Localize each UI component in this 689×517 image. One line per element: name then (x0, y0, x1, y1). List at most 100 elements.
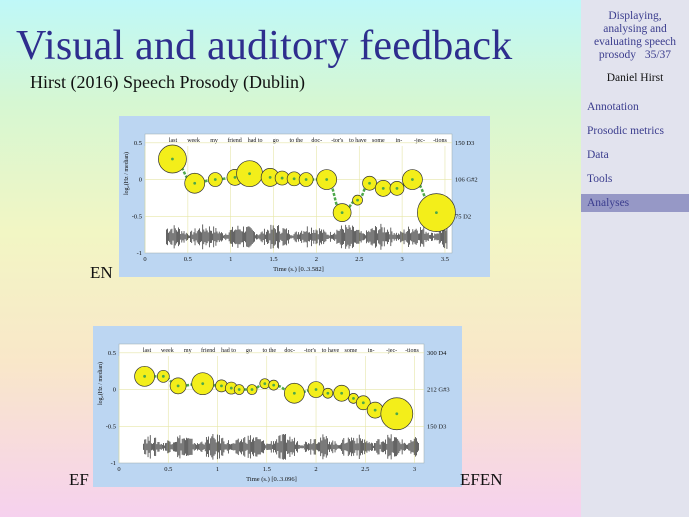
syllable-center-point (280, 176, 284, 180)
pitch-reference-label: 75 D2 (455, 213, 471, 220)
syllable-center-point (381, 186, 385, 190)
waveform (166, 223, 448, 250)
syllable-label: -tions (433, 138, 447, 144)
syllable-label: in- (396, 138, 403, 144)
syllable-label: to have (349, 138, 367, 144)
label-en: EN (90, 263, 113, 282)
x-tick-label: 2 (314, 466, 317, 473)
syllable-center-point (361, 401, 365, 405)
y-tick-label: -0.5 (132, 213, 142, 220)
slide-title: Visual and auditory feedback (16, 23, 513, 69)
x-tick-label: 2 (315, 256, 318, 263)
y-axis-label: log₂(Hz / median) (97, 362, 104, 405)
syllable-label: to the (263, 348, 277, 354)
syllable-center-point (373, 408, 377, 412)
syllable-label: doc- (284, 348, 295, 354)
presentation-title-line-2: analysing and (603, 23, 667, 35)
sidebar-item-prosodic-metrics[interactable]: Prosodic metrics (587, 125, 664, 137)
x-tick-label: 3 (413, 466, 416, 473)
syllable-label: friend (227, 137, 241, 144)
syllable-center-point (237, 388, 241, 391)
navigation-sidebar: Displaying, analysing and evaluating spe… (581, 0, 689, 517)
author-name: Daniel Hirst (606, 72, 664, 84)
y-axis-label: log₂(Hz / median) (123, 152, 130, 195)
x-tick-label: 0 (143, 256, 146, 263)
syllable-center-point (220, 384, 223, 388)
presentation-title-line-3: evaluating speech (593, 36, 677, 48)
syllable-center-point (201, 382, 205, 386)
syllable-label: -tor's (331, 138, 344, 144)
x-tick-label: 0.5 (184, 256, 192, 263)
syllable-label: last (143, 348, 152, 354)
y-tick-label: 0 (139, 177, 142, 184)
syllable-label: week (187, 138, 200, 144)
pitch-reference-label: 106 G#2 (455, 177, 478, 184)
syllable-label: go (273, 138, 279, 144)
syllable-center-point (356, 198, 359, 202)
syllable-center-point (435, 211, 438, 214)
page-counter: 35/37 (644, 49, 672, 61)
syllable-center-point (176, 384, 180, 388)
syllable-center-point (325, 178, 329, 181)
y-tick-label: 0.5 (134, 140, 142, 147)
slide-subtitle: Hirst (2016) Speech Prosody (Dublin) (30, 72, 305, 92)
waveform (143, 434, 419, 460)
y-tick-label: -1 (111, 460, 116, 467)
syllable-label: in- (368, 348, 375, 354)
syllable-center-point (233, 175, 237, 179)
syllable-label: week (161, 348, 174, 354)
syllable-label: doc- (311, 138, 322, 144)
syllable-center-point (171, 157, 174, 161)
x-tick-label: 3 (400, 256, 403, 263)
sidebar-item-tools[interactable]: Tools (587, 173, 613, 185)
syllable-center-point (395, 412, 399, 416)
label-ef: EF (69, 470, 89, 489)
syllable-center-point (263, 382, 267, 386)
syllable-label: some (372, 138, 385, 144)
x-tick-label: 1.5 (263, 466, 271, 473)
syllable-label: my (184, 348, 192, 354)
syllable-center-point (368, 181, 371, 185)
presentation-title-line-4: prosody (598, 49, 636, 61)
y-tick-label: -0.5 (106, 423, 116, 430)
prosody-figure-en: last week my friend had to go to the doc- -tor's… (119, 116, 490, 277)
x-tick-label: 1.5 (269, 256, 277, 263)
pitch-reference-label: 212 G#3 (427, 387, 450, 394)
x-axis-label: Time (s.) [0..3.096] (246, 476, 297, 483)
syllable-center-point (250, 388, 254, 391)
syllable-label: go (246, 348, 252, 354)
syllable-center-point (395, 186, 399, 190)
prosody-chart-ef: last week my friend had to go to the doc- -tor's… (97, 343, 450, 483)
syllable-label: to have (322, 348, 340, 354)
syllable-label: had to (248, 138, 263, 144)
presentation-title: Displaying, analysing and evaluating spe… (581, 10, 689, 62)
x-tick-label: 0.5 (164, 466, 172, 473)
pitch-reference-label: 150 D3 (455, 140, 474, 147)
x-tick-label: 1 (229, 256, 232, 263)
prosody-figure-ef: last week my friend had to go to the doc- -tor's… (93, 326, 462, 487)
syllable-center-point (292, 177, 296, 181)
syllable-center-point (143, 374, 147, 378)
x-tick-label: 2.5 (361, 466, 369, 473)
label-efen: EFEN (460, 470, 503, 489)
syllable-center-point (352, 396, 355, 400)
sidebar-item-analyses[interactable]: Analyses (581, 194, 689, 212)
syllable-label: -tions (405, 348, 419, 354)
sidebar-item-data[interactable]: Data (587, 149, 609, 161)
x-tick-label: 3.5 (441, 256, 449, 263)
syllable-center-point (304, 178, 308, 181)
syllable-center-point (229, 386, 233, 390)
pitch-reference-label: 300 D4 (427, 350, 447, 357)
syllable-label: friend (201, 347, 215, 354)
presentation-title-line-1: Displaying, (608, 10, 662, 22)
syllable-label: -tor's (304, 348, 317, 354)
sidebar-item-annotation[interactable]: Annotation (587, 101, 639, 113)
syllable-center-point (193, 181, 197, 185)
prosody-chart-en: last week my friend had to go to the doc- -tor's… (123, 133, 478, 273)
syllable-center-point (272, 383, 276, 387)
syllable-center-point (340, 391, 344, 395)
syllable-center-point (161, 374, 165, 378)
syllable-label: my (210, 138, 218, 144)
y-tick-label: -1 (137, 250, 142, 257)
syllable-label: -jec- (386, 348, 397, 354)
